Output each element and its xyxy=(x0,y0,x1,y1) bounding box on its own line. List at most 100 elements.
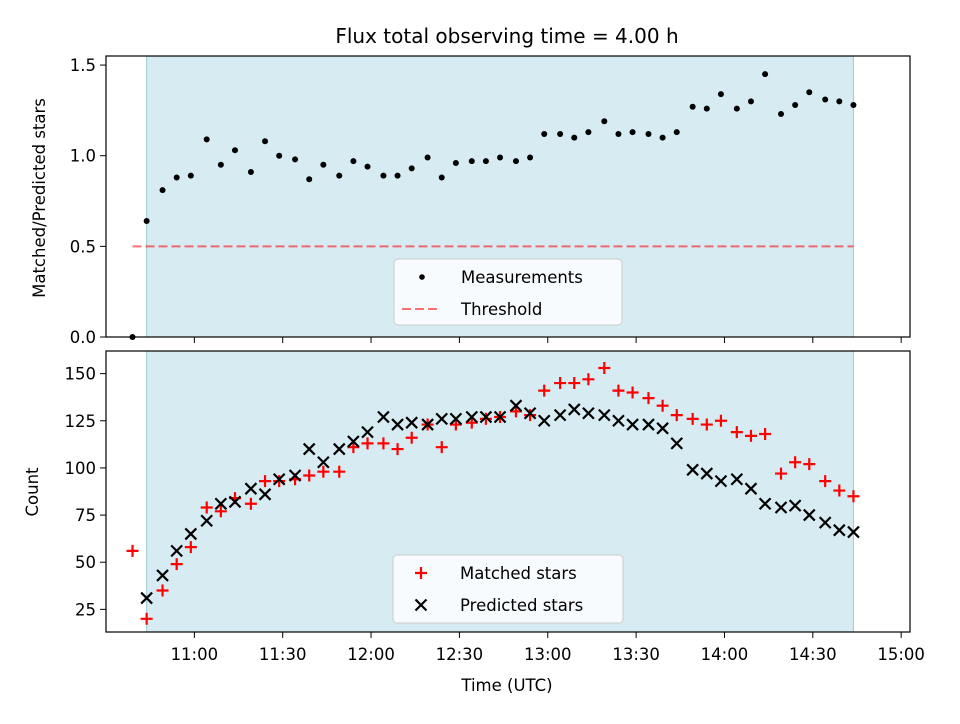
measurement-point xyxy=(733,105,740,112)
x-axis-label: Time (UTC) xyxy=(460,676,552,695)
matched-star-point xyxy=(524,409,537,422)
predicted-star-point xyxy=(184,527,198,541)
matched-star-point xyxy=(759,427,772,440)
bottom-panel: 25 50 75 100 125 150 11:00 11:30 12:00 12:30 13:00… xyxy=(65,350,925,664)
measurement-point xyxy=(408,165,415,172)
predicted-star-point xyxy=(479,410,493,424)
measurement-point xyxy=(659,134,666,141)
predicted-star-point xyxy=(214,497,228,511)
predicted-star-point xyxy=(833,523,846,537)
predicted-star-point xyxy=(788,499,802,512)
matched-star-point xyxy=(700,418,713,431)
x-tick-label: 13:00 xyxy=(524,645,572,664)
predicted-star-point xyxy=(391,418,404,431)
predicted-star-point xyxy=(758,497,772,511)
predicted-star-point xyxy=(347,435,360,448)
measurement-point xyxy=(512,158,519,165)
legend-box xyxy=(393,258,623,326)
legend-predicted-swatch xyxy=(414,598,428,612)
x-tick-label: 12:00 xyxy=(347,645,395,664)
predicted-star-point xyxy=(435,412,449,426)
matched-star-point xyxy=(391,443,404,456)
matched-star-point xyxy=(656,399,669,412)
matched-star-point xyxy=(259,475,272,488)
predicted-star-point xyxy=(156,569,169,582)
legend-label: Measurements xyxy=(461,268,583,287)
matched-star-point xyxy=(200,501,213,514)
legend-box xyxy=(392,554,624,624)
matched-star-point xyxy=(126,544,139,557)
top-panel: 0.0 0.5 1.0 1.5 Measurements Threshold xyxy=(70,55,911,347)
matched-star-point xyxy=(479,412,492,425)
predicted-star-point xyxy=(818,516,832,529)
x-tick-label: 14:00 xyxy=(701,645,749,664)
legend-measurements-swatch xyxy=(419,274,425,280)
matched-star-point xyxy=(612,384,625,397)
measurement-point xyxy=(629,129,636,136)
matched-star-point xyxy=(244,497,257,510)
y-tick-label: 75 xyxy=(75,506,96,525)
measurement-point xyxy=(380,172,387,179)
chart-title: Flux total observing time = 4.00 h xyxy=(335,24,678,48)
x-tick-label: 12:30 xyxy=(436,645,484,664)
predicted-star-point xyxy=(744,482,758,495)
matched-star-point xyxy=(714,414,727,427)
plot-frame xyxy=(105,350,911,633)
matched-star-point xyxy=(582,373,595,386)
matched-star-point xyxy=(598,361,611,374)
matched-star-point xyxy=(214,505,227,518)
matched-star-point xyxy=(333,465,346,478)
measurement-point xyxy=(292,156,299,163)
measurement-point xyxy=(452,159,459,166)
y-tick-label: 0.0 xyxy=(70,328,96,347)
matched-star-point xyxy=(847,490,860,503)
measurement-point xyxy=(541,130,548,137)
matched-star-point xyxy=(317,465,330,478)
predicted-star-point xyxy=(200,514,213,528)
measurement-point xyxy=(615,130,622,137)
matched-star-point xyxy=(170,558,183,571)
matched-star-point xyxy=(626,386,639,399)
predicted-star-point xyxy=(258,488,272,501)
top-y-axis-label: Matched/Predicted stars xyxy=(30,98,49,298)
measurement-point xyxy=(673,129,680,136)
matched-star-point xyxy=(819,475,832,488)
x-tick-label: 13:30 xyxy=(612,645,660,664)
predicted-star-point xyxy=(598,408,611,422)
measurement-point xyxy=(527,154,534,161)
matched-star-point xyxy=(803,458,816,471)
predicted-star-point xyxy=(553,408,567,422)
matched-star-point xyxy=(730,426,743,439)
predicted-star-point xyxy=(730,472,744,486)
x-tick-label: 14:30 xyxy=(789,645,837,664)
measurement-point xyxy=(850,101,857,108)
predicted-star-point xyxy=(493,410,507,424)
predicted-star-point xyxy=(170,544,183,558)
measurement-point xyxy=(717,91,724,98)
matched-star-point xyxy=(789,456,802,469)
matched-star-point xyxy=(361,437,374,450)
matched-star-point xyxy=(465,416,478,429)
matched-star-point xyxy=(449,418,462,431)
matched-star-point xyxy=(775,467,788,480)
measurement-point xyxy=(806,89,813,96)
measurement-point xyxy=(350,158,357,165)
predicted-star-point xyxy=(656,422,669,435)
predicted-star-point xyxy=(421,418,434,431)
matched-star-point xyxy=(833,484,846,497)
measurement-point xyxy=(601,118,608,125)
predicted-star-point xyxy=(317,455,330,469)
measurement-point xyxy=(571,134,578,141)
predicted-star-point xyxy=(361,425,374,439)
y-tick-label: 1.5 xyxy=(70,56,96,75)
measurement-point xyxy=(557,130,564,137)
x-tick-label: 15:00 xyxy=(877,645,925,664)
predicted-star-point xyxy=(582,406,595,420)
measurement-point xyxy=(306,176,313,183)
matched-star-point xyxy=(377,437,390,450)
predicted-star-point xyxy=(686,463,699,477)
measurement-point xyxy=(276,152,283,159)
predicted-star-point xyxy=(272,472,286,486)
matched-star-point xyxy=(347,441,360,454)
y-tick-label: 25 xyxy=(75,600,96,619)
